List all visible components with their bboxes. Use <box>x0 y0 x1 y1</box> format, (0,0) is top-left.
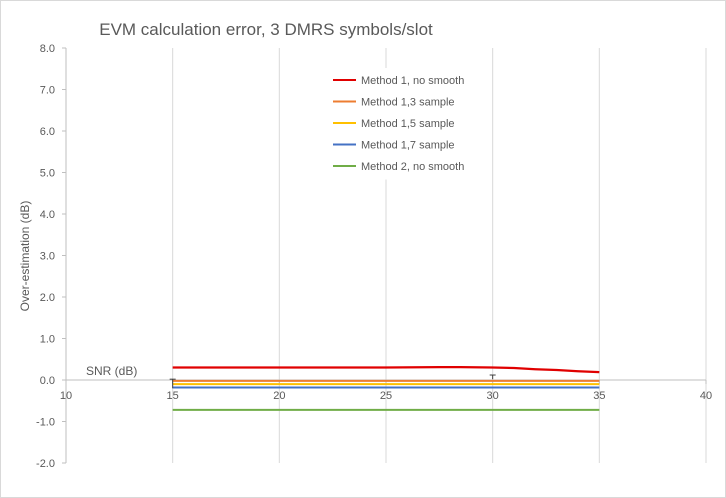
data-point <box>278 379 281 382</box>
y-tick-label: 5.0 <box>40 168 55 180</box>
data-point <box>459 408 462 411</box>
data-point <box>385 383 388 386</box>
data-point <box>438 366 441 369</box>
y-tick-label: -1.0 <box>36 417 55 429</box>
data-point <box>491 383 494 386</box>
y-tick-label: 0.0 <box>40 375 55 387</box>
y-tick-label: 3.0 <box>40 251 55 263</box>
data-point <box>385 386 388 389</box>
data-point <box>385 379 388 382</box>
series-line <box>172 366 600 374</box>
data-point <box>598 383 601 386</box>
data-point <box>438 408 441 411</box>
y-tick-label: 2.0 <box>40 292 55 304</box>
legend: Method 1, no smooth Method 1,3 sample Meth… <box>326 68 472 180</box>
data-point <box>278 386 281 389</box>
data-point <box>555 379 558 382</box>
x-axis-label: SNR (dB) <box>86 364 137 378</box>
data-point <box>555 408 558 411</box>
legend-entry: Method 1,7 sample <box>361 140 455 152</box>
data-point <box>577 370 580 373</box>
legend-entry: Method 2, no smooth <box>361 161 464 173</box>
x-tick-label: 25 <box>380 390 392 402</box>
data-point <box>577 379 580 382</box>
data-point <box>513 379 516 382</box>
data-point <box>577 386 580 389</box>
data-point <box>438 379 441 382</box>
y-tick-label: 4.0 <box>40 209 55 221</box>
data-point <box>577 383 580 386</box>
x-tick-label: 35 <box>593 390 605 402</box>
data-point <box>513 366 516 369</box>
data-point <box>491 408 494 411</box>
data-point <box>534 383 537 386</box>
y-tick-label: 1.0 <box>40 334 55 346</box>
y-tick-label: 7.0 <box>40 85 55 97</box>
y-tick-label: -2.0 <box>36 458 55 470</box>
legend-entry: Method 1, no smooth <box>361 75 464 87</box>
y-tick-label: 6.0 <box>40 126 55 138</box>
data-point <box>598 386 601 389</box>
data-point <box>598 379 601 382</box>
data-point <box>598 371 601 374</box>
chart-title: EVM calculation error, 3 DMRS symbols/sl… <box>99 20 433 39</box>
data-point <box>459 386 462 389</box>
data-point <box>438 383 441 386</box>
y-axis-label: Over-estimation (dB) <box>18 201 32 312</box>
data-point <box>459 383 462 386</box>
data-point <box>577 408 580 411</box>
series <box>169 366 601 411</box>
data-point <box>278 383 281 386</box>
x-tick-label: 20 <box>273 390 285 402</box>
data-point <box>491 366 494 369</box>
x-tick-label: 30 <box>487 390 499 402</box>
data-point <box>534 368 537 371</box>
data-point <box>385 408 388 411</box>
y-tick-label: 8.0 <box>40 43 55 55</box>
x-tick-label: 40 <box>700 390 712 402</box>
legend-entry: Method 1,5 sample <box>361 118 455 130</box>
data-point <box>459 366 462 369</box>
x-tick-label: 10 <box>60 390 72 402</box>
x-tick-label: 15 <box>167 390 179 402</box>
data-point <box>534 386 537 389</box>
data-point <box>555 386 558 389</box>
data-point <box>555 369 558 372</box>
data-point <box>534 379 537 382</box>
legend-entry: Method 1,3 sample <box>361 97 455 109</box>
data-point <box>598 408 601 411</box>
data-point <box>513 386 516 389</box>
data-point <box>171 408 174 411</box>
data-point <box>278 366 281 369</box>
data-point <box>385 366 388 369</box>
data-point <box>534 408 537 411</box>
data-point <box>278 408 281 411</box>
axes: 8.0 7.0 6.0 5.0 4.0 3.0 2.0 1.0 0.0 -1.0 -2.0 10 15 2… <box>36 43 712 470</box>
data-point <box>171 366 174 369</box>
data-point <box>438 386 441 389</box>
data-point <box>555 383 558 386</box>
data-point <box>513 408 516 411</box>
data-point <box>491 379 494 382</box>
data-point <box>491 386 494 389</box>
data-point <box>513 383 516 386</box>
data-point <box>459 379 462 382</box>
